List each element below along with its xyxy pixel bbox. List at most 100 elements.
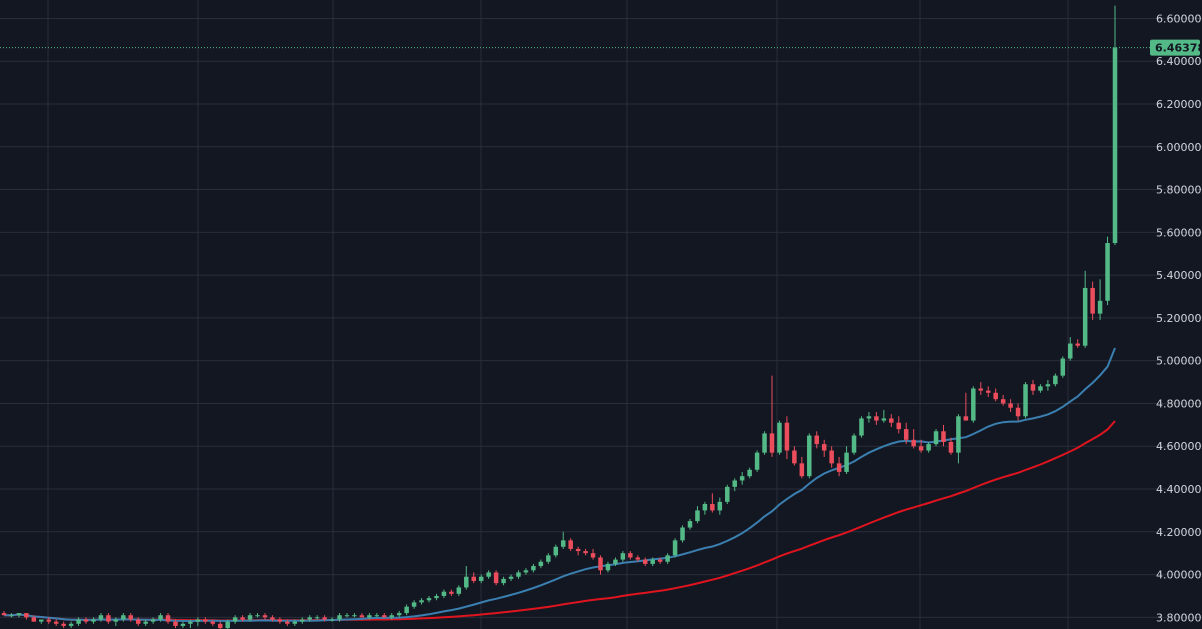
candle[interactable] xyxy=(359,613,365,618)
candle[interactable] xyxy=(717,497,723,515)
candle[interactable] xyxy=(285,619,290,626)
candle[interactable] xyxy=(292,619,298,626)
candle[interactable] xyxy=(39,619,44,624)
candle[interactable] xyxy=(1105,236,1110,306)
candle[interactable] xyxy=(232,615,238,624)
candle[interactable] xyxy=(277,617,283,624)
candle[interactable] xyxy=(240,615,245,622)
candle[interactable] xyxy=(367,613,372,620)
candle[interactable] xyxy=(61,621,66,629)
candle[interactable] xyxy=(560,531,566,549)
candle[interactable] xyxy=(434,593,439,601)
candle[interactable] xyxy=(1112,5,1118,246)
candle[interactable] xyxy=(792,446,797,466)
candle[interactable] xyxy=(456,585,462,596)
candle[interactable] xyxy=(687,518,693,530)
candle[interactable] xyxy=(650,557,655,567)
candle[interactable] xyxy=(732,478,737,492)
candle[interactable] xyxy=(963,392,969,421)
candle[interactable] xyxy=(613,557,618,567)
candle[interactable] xyxy=(128,613,134,622)
candle[interactable] xyxy=(322,615,327,622)
candle[interactable] xyxy=(1053,373,1058,387)
candle[interactable] xyxy=(568,538,573,552)
candle[interactable] xyxy=(859,416,864,438)
candle[interactable] xyxy=(710,493,715,513)
candle[interactable] xyxy=(635,555,641,562)
candle[interactable] xyxy=(53,619,59,626)
candle[interactable] xyxy=(777,420,782,455)
candle[interactable] xyxy=(9,613,14,618)
candle[interactable] xyxy=(411,600,417,609)
candle[interactable] xyxy=(262,613,268,620)
candle[interactable] xyxy=(784,416,790,460)
candle[interactable] xyxy=(1,610,7,616)
candle[interactable] xyxy=(210,619,216,626)
candle[interactable] xyxy=(1008,399,1013,413)
candle[interactable] xyxy=(396,610,402,618)
candle[interactable] xyxy=(799,456,805,479)
candle[interactable] xyxy=(1045,379,1051,391)
candle[interactable] xyxy=(1015,403,1021,421)
candle[interactable] xyxy=(1023,382,1028,419)
candle[interactable] xyxy=(501,576,506,586)
candle[interactable] xyxy=(829,446,834,468)
candle[interactable] xyxy=(337,613,342,622)
candle[interactable] xyxy=(896,416,902,434)
candle[interactable] xyxy=(1068,337,1073,361)
candle[interactable] xyxy=(143,619,148,626)
candle[interactable] xyxy=(247,613,253,622)
candle[interactable] xyxy=(255,613,260,618)
candle[interactable] xyxy=(195,617,201,626)
candle[interactable] xyxy=(754,450,760,472)
candle[interactable] xyxy=(881,409,887,423)
candle[interactable] xyxy=(165,613,171,624)
candle[interactable] xyxy=(203,617,208,624)
candle[interactable] xyxy=(836,456,842,477)
candle[interactable] xyxy=(31,615,37,622)
candle[interactable] xyxy=(1038,384,1043,393)
candle[interactable] xyxy=(404,604,409,616)
candle[interactable] xyxy=(546,553,551,564)
candle[interactable] xyxy=(106,613,111,624)
candle[interactable] xyxy=(941,424,946,447)
candle[interactable] xyxy=(135,617,141,626)
candle[interactable] xyxy=(807,433,812,479)
candle[interactable] xyxy=(150,617,156,624)
candle[interactable] xyxy=(1082,270,1088,348)
candle[interactable] xyxy=(68,621,74,629)
candle[interactable] xyxy=(300,617,305,624)
candle[interactable] xyxy=(590,548,596,560)
candle[interactable] xyxy=(389,613,394,620)
candle[interactable] xyxy=(985,386,991,398)
candle[interactable] xyxy=(702,501,708,515)
candle[interactable] xyxy=(642,557,648,567)
candle[interactable] xyxy=(344,613,350,618)
candle[interactable] xyxy=(441,589,447,599)
candle[interactable] xyxy=(24,613,29,620)
candle[interactable] xyxy=(486,570,491,579)
candle[interactable] xyxy=(657,557,663,564)
candle[interactable] xyxy=(352,613,357,618)
candle[interactable] xyxy=(46,617,51,624)
candle[interactable] xyxy=(188,619,193,629)
candle[interactable] xyxy=(508,574,514,582)
candle[interactable] xyxy=(225,619,230,629)
candle[interactable] xyxy=(821,439,827,457)
candle[interactable] xyxy=(851,433,857,455)
candle[interactable] xyxy=(1097,279,1103,321)
candle[interactable] xyxy=(866,412,872,423)
price-axis[interactable]: 3.80000 4.00000 4.20000 4.40000 4.60000 4.800… xyxy=(1156,12,1202,624)
candle[interactable] xyxy=(1075,339,1080,348)
candle[interactable] xyxy=(814,431,819,449)
candle[interactable] xyxy=(747,467,752,479)
candle[interactable] xyxy=(76,617,81,626)
candle[interactable] xyxy=(695,506,700,524)
candle[interactable] xyxy=(680,525,685,543)
candle[interactable] xyxy=(598,555,603,575)
candle[interactable] xyxy=(933,429,939,447)
candle[interactable] xyxy=(844,446,849,475)
candle[interactable] xyxy=(978,382,984,395)
candle[interactable] xyxy=(1090,281,1095,321)
